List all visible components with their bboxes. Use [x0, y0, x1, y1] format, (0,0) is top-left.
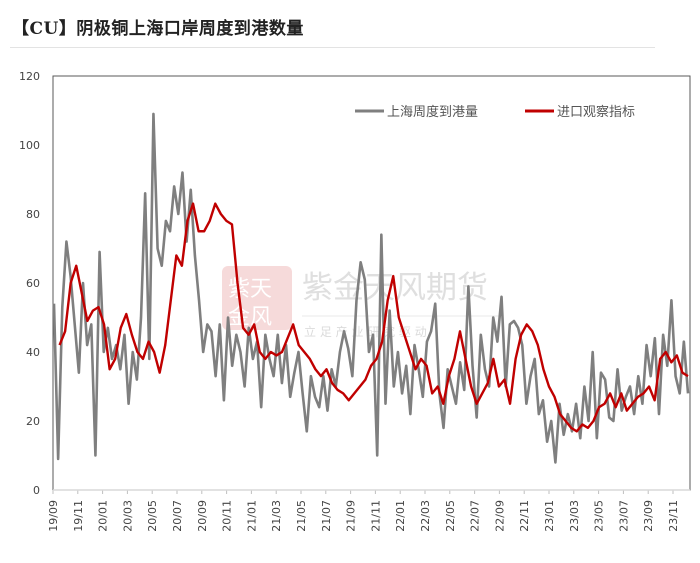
y-tick-label: 120 — [19, 70, 40, 83]
x-tick-label: 22/09 — [493, 500, 506, 532]
x-tick-label: 20/07 — [171, 500, 184, 532]
x-tick-label: 23/07 — [617, 500, 630, 532]
x-tick-label: 22/03 — [419, 500, 432, 532]
x-tick-label: 22/11 — [518, 500, 531, 532]
y-tick-label: 0 — [33, 484, 40, 497]
x-tick-label: 21/05 — [295, 500, 308, 532]
watermark-seal-text-2: 金风 — [228, 305, 272, 330]
series-line-shanghai-arrivals — [52, 112, 690, 464]
x-tick-label: 23/05 — [593, 500, 606, 532]
y-tick-label: 20 — [26, 415, 40, 428]
x-tick-label: 20/05 — [146, 500, 159, 532]
y-tick-label: 40 — [26, 346, 40, 359]
watermark: 紫天 金风 紫金天风期货 立 足 产 业 研 究 驱 动 — [222, 266, 500, 339]
x-tick-label: 22/01 — [394, 500, 407, 532]
x-tick-label: 22/05 — [444, 500, 457, 532]
watermark-seal-text-1: 紫天 — [228, 277, 272, 302]
x-tick-label: 23/01 — [543, 500, 556, 532]
x-tick-label: 19/11 — [72, 500, 85, 532]
x-tick-label: 19/09 — [47, 500, 60, 532]
x-tick-label: 23/11 — [667, 500, 680, 532]
watermark-seal — [222, 266, 292, 330]
x-tick-label: 23/03 — [568, 500, 581, 532]
watermark-slogan: 立 足 产 业 研 究 驱 动 — [304, 324, 427, 339]
x-tick-label: 23/09 — [642, 500, 655, 532]
x-tick-label: 22/07 — [469, 500, 482, 532]
chart-title: 【CU】阴极铜上海口岸周度到港数量 — [12, 19, 304, 39]
x-tick-label: 21/11 — [369, 500, 382, 532]
x-tick-label: 20/01 — [97, 500, 110, 532]
x-tick-label: 20/03 — [121, 500, 134, 532]
x-tick-label: 21/01 — [245, 500, 258, 532]
legend: 上海周度到港量 进口观察指标 — [355, 104, 635, 120]
y-tick-label: 80 — [26, 208, 40, 221]
x-tick-label: 21/07 — [320, 500, 333, 532]
x-tick-label: 20/09 — [196, 500, 209, 532]
x-tick-label: 21/09 — [345, 500, 358, 532]
y-tick-label: 100 — [19, 139, 40, 152]
legend-label-import-indicator: 进口观察指标 — [557, 105, 635, 120]
series-line-import-indicator — [58, 202, 689, 433]
legend-label-shanghai-arrivals: 上海周度到港量 — [387, 104, 478, 120]
title-divider — [10, 47, 655, 48]
x-tick-label: 21/03 — [270, 500, 283, 532]
y-tick-label: 60 — [26, 277, 40, 290]
x-tick-label: 20/11 — [221, 500, 234, 532]
